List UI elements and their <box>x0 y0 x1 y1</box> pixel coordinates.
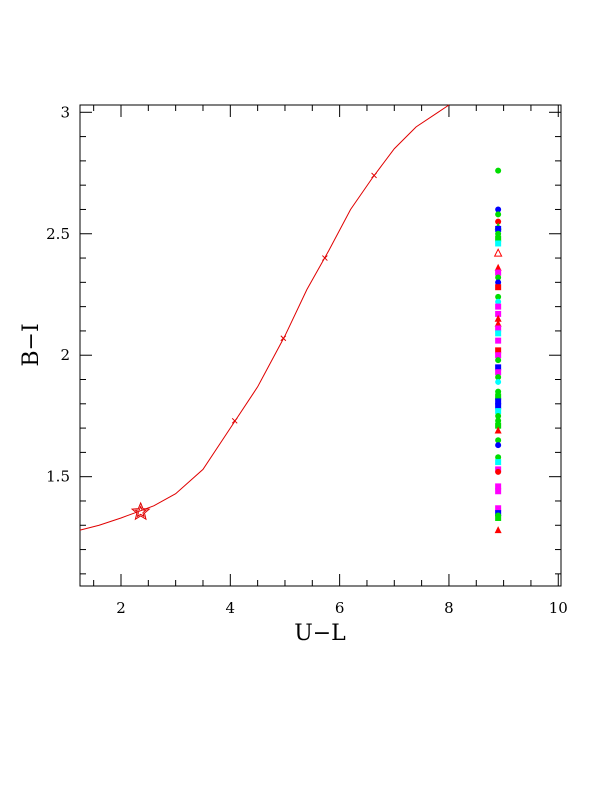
data-point-triangle <box>494 314 502 322</box>
data-point-square <box>495 483 502 490</box>
y-axis-label: B−I <box>19 323 44 366</box>
curve-cross-marker <box>280 335 287 342</box>
data-point-circle <box>495 454 502 461</box>
data-point-triangle <box>494 526 502 534</box>
data-point-square <box>495 364 502 371</box>
data-point-triangle <box>494 426 502 434</box>
data-point-circle <box>495 378 502 385</box>
data-point-square <box>495 403 502 410</box>
data-point-square <box>495 408 502 415</box>
data-point-circle <box>495 206 502 213</box>
plot-frame <box>79 104 562 587</box>
data-point-circle <box>495 167 502 174</box>
data-point-square <box>495 235 502 242</box>
data-point-circle <box>495 357 502 364</box>
curve-cross-marker <box>231 417 238 424</box>
x-tick-label: 6 <box>335 599 345 617</box>
data-point-triangle <box>494 263 502 271</box>
data-point-square <box>495 505 502 512</box>
data-point-triangle <box>494 319 502 327</box>
x-axis-ticks <box>93 105 559 586</box>
curve-cross-marker <box>371 172 377 179</box>
data-point-square <box>495 393 502 400</box>
data-point-circle <box>495 437 502 444</box>
data-point-square <box>495 240 502 247</box>
x-axis-label: U−L <box>294 621 346 646</box>
data-point-circle <box>495 293 502 300</box>
data-point-square <box>495 225 502 232</box>
data-point-circle <box>495 279 502 286</box>
data-point-square <box>495 269 502 276</box>
data-point-circle <box>495 218 502 225</box>
x-axis-tick-labels: 2 4 6 8 10 <box>116 599 568 617</box>
data-series <box>79 104 503 534</box>
data-point-square <box>495 488 502 495</box>
x-tick-label: 4 <box>226 599 236 617</box>
y-tick-label: 2 <box>60 346 70 364</box>
data-point-circle <box>495 442 502 449</box>
data-point-circle <box>495 388 502 395</box>
data-point-square <box>495 303 502 310</box>
data-point-square <box>495 284 502 291</box>
data-point-square <box>495 514 502 521</box>
data-point-square <box>495 330 502 337</box>
data-point-circle <box>495 468 502 475</box>
star-marker <box>130 501 151 521</box>
data-point-circle <box>495 274 502 281</box>
x-tick-label: 10 <box>549 599 568 617</box>
data-point-square <box>495 422 502 429</box>
y-axis-tick-labels: 1.5 2 2.5 3 <box>46 103 70 485</box>
data-point-square <box>495 398 502 405</box>
data-point-square <box>495 347 502 354</box>
data-point-square <box>495 369 502 376</box>
data-point-circle <box>495 412 502 419</box>
data-point-square <box>495 325 502 332</box>
data-point-circle <box>495 298 502 305</box>
data-point-square <box>495 459 502 466</box>
data-point-circle <box>495 374 502 381</box>
data-point-square <box>495 352 502 359</box>
data-point-circle <box>495 417 502 424</box>
data-point-circle <box>495 230 502 237</box>
star-marker-inner <box>134 505 148 518</box>
data-point-square <box>495 337 502 344</box>
data-point-circle <box>495 211 502 218</box>
model-curve <box>79 104 450 531</box>
x-tick-label: 8 <box>444 599 454 617</box>
y-tick-label: 2.5 <box>46 225 70 243</box>
y-tick-label: 3 <box>60 103 70 121</box>
y-tick-label: 1.5 <box>46 468 70 486</box>
curve-cross-marker <box>322 255 328 261</box>
y-axis-ticks <box>80 111 561 575</box>
data-point-triangle-open <box>493 248 503 257</box>
x-tick-label: 2 <box>116 599 126 617</box>
data-point-square <box>495 310 502 317</box>
